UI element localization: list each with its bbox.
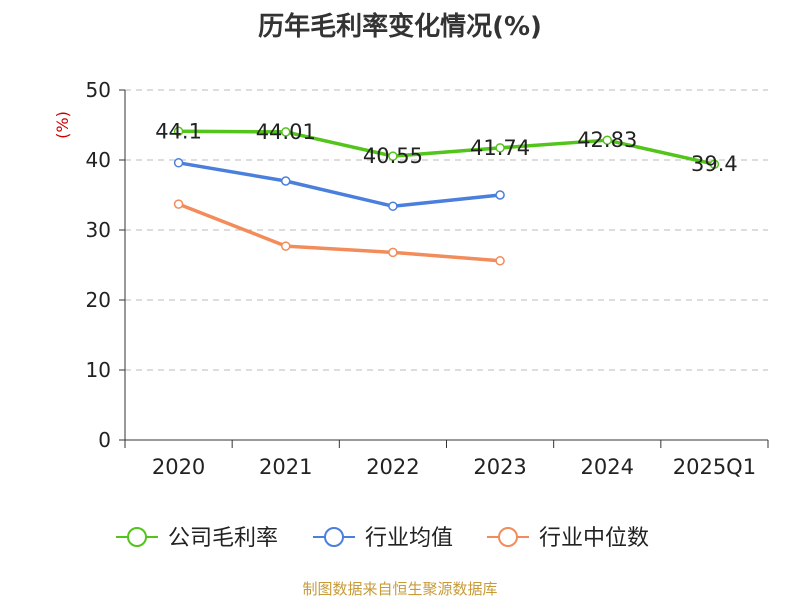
x-tick-label: 2024 (581, 455, 634, 479)
data-point (173, 199, 184, 209)
data-label: 40.55 (363, 144, 423, 168)
chart-title: 历年毛利率变化情况(%) (258, 12, 542, 42)
y-tick-label: 40 (86, 148, 111, 172)
data-point (709, 159, 720, 169)
data-point (388, 247, 398, 258)
data-point (388, 201, 398, 211)
series-line (178, 129, 715, 166)
y-tick-label: 20 (86, 288, 111, 312)
x-tick-label: 2021 (259, 455, 312, 479)
y-tick-label: 0 (98, 428, 111, 452)
data-label: 44.1 (155, 119, 202, 143)
data-label: 41.74 (470, 136, 530, 160)
data-point (173, 126, 184, 137)
data-point (281, 127, 291, 137)
y-tick-label: 30 (86, 218, 111, 242)
data-point (495, 143, 505, 153)
source-note: 制图数据来自恒生聚源数据库 (302, 580, 498, 598)
series-line (178, 161, 501, 208)
x-tick-label: 2022 (366, 455, 419, 479)
data-point (281, 241, 291, 251)
x-tick-label: 2025Q1 (673, 455, 756, 479)
x-tick-label: 2020 (152, 455, 205, 479)
y-axis-label: (%) (53, 111, 72, 139)
x-tick-label: 2023 (473, 455, 526, 479)
legend-label: 行业中位数 (539, 526, 649, 551)
data-label: 39.4 (691, 152, 738, 176)
data-point (602, 135, 612, 145)
legend-label: 行业均值 (365, 526, 453, 551)
y-tick-label: 10 (86, 358, 111, 382)
data-point (388, 151, 398, 161)
data-label: 42.83 (577, 128, 637, 152)
y-tick-label: 50 (86, 78, 111, 102)
legend-marker (127, 527, 147, 547)
legend-label: 公司毛利率 (168, 526, 278, 551)
data-point (495, 256, 505, 266)
data-point (173, 158, 184, 168)
series-line (177, 202, 501, 263)
data-point (495, 190, 505, 200)
legend-marker (324, 527, 344, 547)
data-label: 44.01 (256, 120, 316, 144)
data-point (281, 176, 291, 186)
legend-marker (498, 527, 518, 547)
